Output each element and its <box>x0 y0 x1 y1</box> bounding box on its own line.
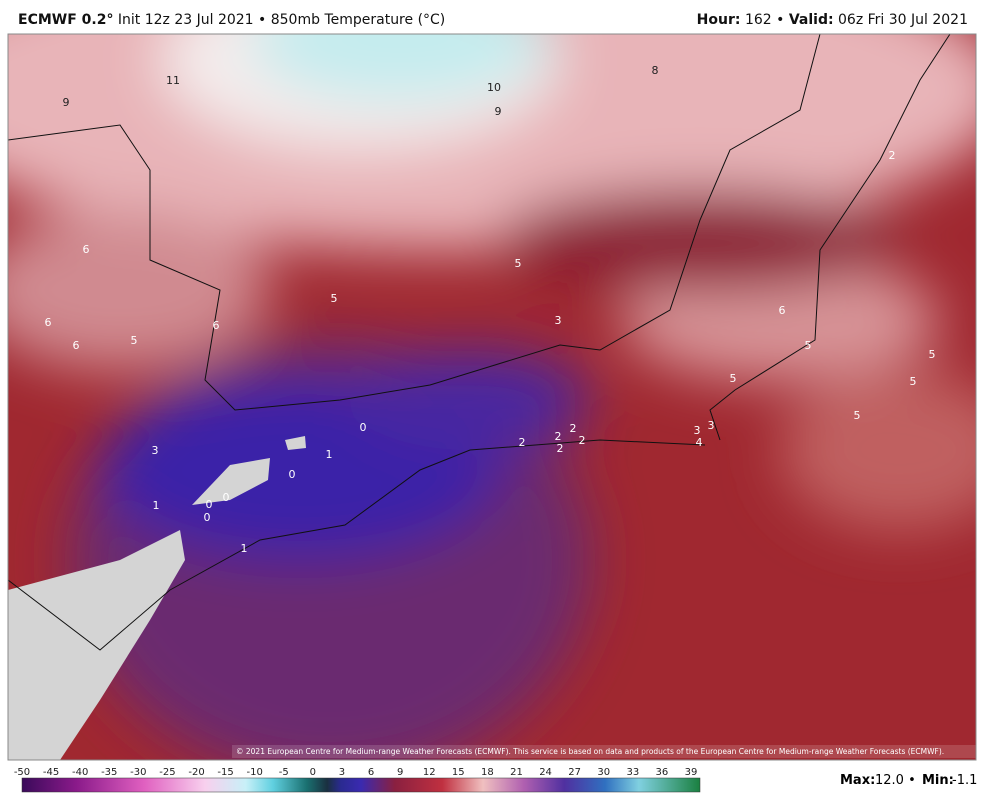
map-frame <box>7 33 977 761</box>
colorbar-tick-label: -50 <box>14 767 30 778</box>
contour-label: 5 <box>805 339 812 352</box>
contour-label: 5 <box>910 375 917 388</box>
colorbar-tick-label: -35 <box>101 767 117 778</box>
colorbar-tick-label: 15 <box>452 767 465 778</box>
contour-label: 1 <box>153 499 160 512</box>
colorbar-tick-label: 24 <box>539 767 552 778</box>
contour-label: 8 <box>652 64 659 77</box>
dark-band <box>500 190 900 290</box>
cyan-zone <box>250 34 550 100</box>
min: -1.1 <box>952 773 977 788</box>
contour-label: 5 <box>854 409 861 422</box>
header-left: ECMWF 0.2° Init 12z 23 Jul 2021 • 850mb … <box>18 12 445 28</box>
contour-label: 2 <box>579 434 586 447</box>
contour-label: 5 <box>131 334 138 347</box>
contour-label: 6 <box>83 243 90 256</box>
colorbar-tick-label: 27 <box>568 767 581 778</box>
hour-label: Hour: <box>696 12 741 28</box>
contour-label: 3 <box>694 424 701 437</box>
masked-terrain-2 <box>192 458 270 505</box>
contour-label: 3 <box>152 444 159 457</box>
colorbar-tick-label: -5 <box>279 767 289 778</box>
description: Init 12z 23 Jul 2021 • 850mb Temperature… <box>117 12 446 28</box>
contour-label: 9 <box>63 96 70 109</box>
colorbar-tick-label: -20 <box>188 767 204 778</box>
colorbar-tick-label: -15 <box>217 767 233 778</box>
contour-label: 10 <box>487 81 501 94</box>
contour-label: 4 <box>696 436 703 449</box>
colorbar-tick-label: -40 <box>72 767 88 778</box>
colorbar-tick-label: 36 <box>656 767 669 778</box>
contour-label: 2 <box>519 436 526 449</box>
copyright-bg <box>232 745 976 758</box>
contour-label: 5 <box>929 348 936 361</box>
colorbar-tick-label: 12 <box>423 767 436 778</box>
colorbar-tick-label: 3 <box>339 767 345 778</box>
contour-label: 3 <box>708 419 715 432</box>
contour-label: 1 <box>241 542 248 555</box>
colorbar-tick-label: 39 <box>685 767 698 778</box>
max: 12.0 • <box>875 773 916 788</box>
contour-label: 2 <box>557 442 564 455</box>
map-field: © 2021 European Centre for Medium-range … <box>8 34 976 760</box>
contour-label: 0 <box>206 498 213 511</box>
contour-label: 6 <box>213 319 220 332</box>
colorbar-tick-label: 30 <box>597 767 610 778</box>
contour-label: 2 <box>889 149 896 162</box>
contour-label: 0 <box>204 511 211 524</box>
colorbar <box>21 777 701 793</box>
borders <box>8 34 951 651</box>
contour-label: 6 <box>73 339 80 352</box>
masked-terrain-3 <box>285 436 306 450</box>
max-label: Max: <box>840 773 875 788</box>
pale-west <box>8 210 270 370</box>
colorbar-tick-label: -10 <box>247 767 263 778</box>
contour-label: 5 <box>331 292 338 305</box>
header-right: Hour: 162 • Valid: 06z Fri 30 Jul 2021 <box>697 12 968 28</box>
colorbar-tick-label: -45 <box>43 767 59 778</box>
model: ECMWF 0.2° <box>18 12 114 28</box>
valid-label: Valid: <box>788 12 834 28</box>
hour: 162 • <box>744 12 785 28</box>
colorbar-tick-label: 0 <box>310 767 316 778</box>
contour-label: 6 <box>779 304 786 317</box>
copyright: © 2021 European Centre for Medium-range … <box>236 747 944 756</box>
masked-terrain <box>8 530 185 760</box>
contour-label: 2 <box>570 422 577 435</box>
colorbar-tick-label: 33 <box>626 767 639 778</box>
contour-label: 0 <box>289 468 296 481</box>
contour-label: 5 <box>515 257 522 270</box>
contour-label: 11 <box>166 74 180 87</box>
contour-label: 5 <box>730 372 737 385</box>
valid: 06z Fri 30 Jul 2021 <box>838 12 968 28</box>
field-shading <box>8 34 976 760</box>
blue-zone-2 <box>350 350 590 450</box>
colorbar-tick-label: -30 <box>130 767 146 778</box>
contour-label: 0 <box>223 491 230 504</box>
colorbar-tick-label: 6 <box>368 767 374 778</box>
contour-label: 0 <box>360 421 367 434</box>
min-label: Min: <box>922 773 954 788</box>
colorbar-tick-label: -25 <box>159 767 175 778</box>
contour-label: 6 <box>45 316 52 329</box>
contour-label: 2 <box>555 430 562 443</box>
pale-ocean <box>780 370 976 530</box>
colorbar-tick-label: 9 <box>397 767 403 778</box>
colorbar-tick-label: 18 <box>481 767 494 778</box>
contour-label: 3 <box>555 314 562 327</box>
contour-label: 9 <box>495 105 502 118</box>
colorbar-tick-label: 21 <box>510 767 523 778</box>
contour-label: 1 <box>326 448 333 461</box>
colorbar-ticks: -50 -45 -40 -35 -30 -25 -20 -15 -10 -5 0 3 6 9 12 15 18 2… <box>14 767 698 778</box>
